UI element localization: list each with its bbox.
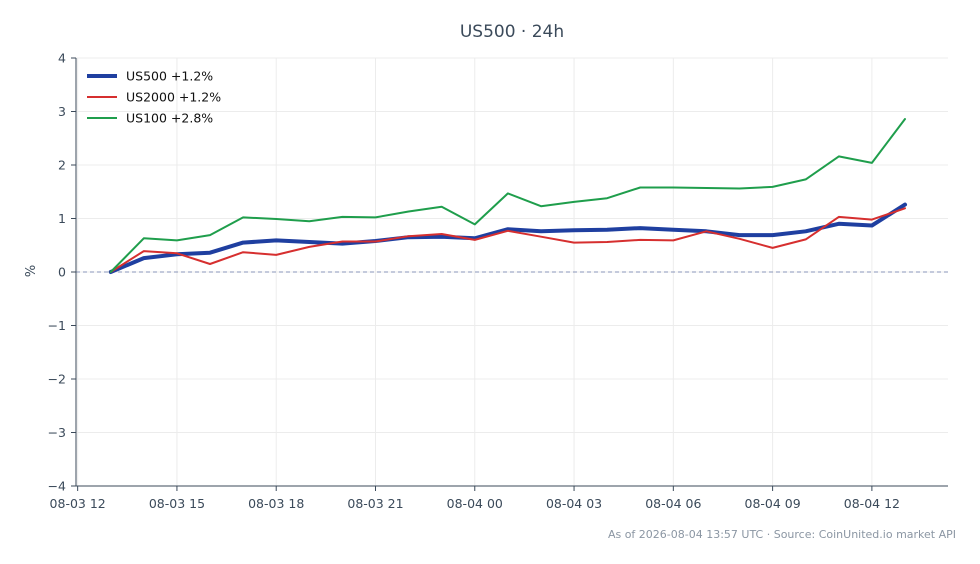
grid: [76, 57, 948, 487]
x-tick-label: 08-03 12: [50, 496, 106, 511]
y-tick-label: 2: [58, 158, 66, 173]
y-tick-label: −2: [48, 372, 66, 387]
x-tick-label: 08-03 18: [248, 496, 304, 511]
axes: 4 3 2 1 0 −1 −2 −3 −4 08-03 12 08-03 15 08-03 18 08-…: [48, 51, 948, 511]
x-tick-label: 08-04 06: [645, 496, 701, 511]
chart-title: US500 · 24h: [460, 22, 564, 42]
footer-source: As of 2026-08-04 13:57 UTC · Source: Coi…: [608, 528, 956, 541]
y-tick-label: 4: [58, 51, 66, 66]
x-tick-label: 08-03 15: [149, 496, 205, 511]
legend: US500 +1.2% US2000 +1.2% US100 +2.8%: [87, 69, 221, 126]
y-axis-label: %: [24, 265, 39, 277]
series-line-us500: [108, 202, 907, 274]
y-tick-label: −3: [48, 425, 66, 440]
legend-label-us2000: US2000 +1.2%: [126, 90, 221, 105]
y-tick-label: 1: [58, 211, 66, 226]
x-tick-label: 08-04 12: [844, 496, 900, 511]
x-tick-label: 08-04 03: [546, 496, 602, 511]
y-tick-label: 0: [58, 265, 66, 280]
legend-label-us500: US500 +1.2%: [126, 69, 213, 84]
y-tick-label: −4: [48, 479, 66, 494]
series-line-us2000: [109, 207, 906, 273]
series-lines: [108, 118, 907, 274]
x-tick-label: 08-03 21: [347, 496, 403, 511]
series-line-us100: [109, 118, 906, 273]
y-tick-label: 3: [58, 104, 66, 119]
y-tick-label: −1: [48, 318, 66, 333]
legend-label-us100: US100 +2.8%: [126, 111, 213, 126]
x-tick-label: 08-04 09: [745, 496, 801, 511]
x-tick-label: 08-04 00: [447, 496, 503, 511]
